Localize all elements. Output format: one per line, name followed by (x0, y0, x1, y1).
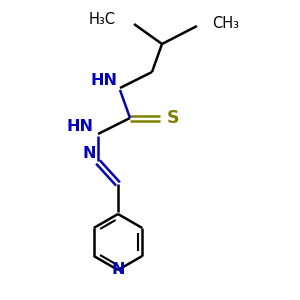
Text: N: N (111, 262, 125, 278)
Text: HN: HN (67, 119, 94, 134)
Text: CH₃: CH₃ (212, 16, 239, 31)
Text: H₃C: H₃C (89, 13, 116, 28)
Text: S: S (167, 109, 179, 127)
Text: N: N (82, 146, 96, 161)
Text: HN: HN (91, 73, 118, 88)
